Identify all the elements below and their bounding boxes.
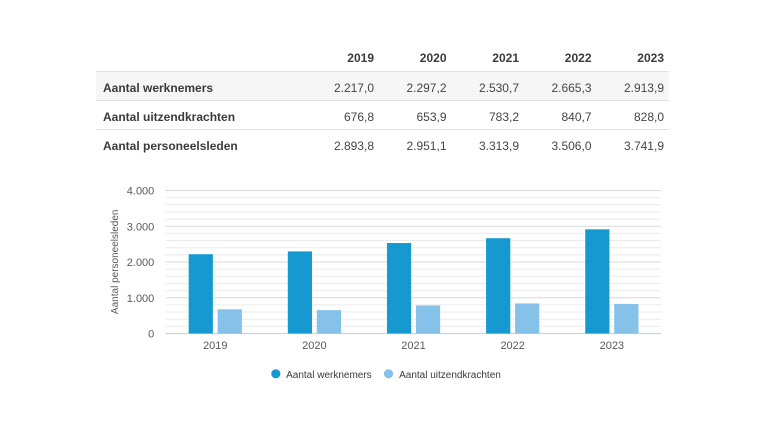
svg-text:2023: 2023 [600, 340, 624, 352]
svg-text:0: 0 [148, 329, 154, 341]
svg-text:1.000: 1.000 [127, 293, 155, 305]
svg-text:2022: 2022 [500, 340, 524, 352]
svg-text:2021: 2021 [401, 340, 425, 352]
svg-text:2019: 2019 [203, 340, 227, 352]
svg-text:Aantal personeelsleden: Aantal personeelsleden [110, 210, 121, 315]
svg-text:3.000: 3.000 [127, 221, 155, 233]
svg-text:4.000: 4.000 [127, 186, 155, 198]
svg-text:2020: 2020 [302, 340, 326, 352]
svg-text:Aantal werknemers: Aantal werknemers [286, 370, 372, 381]
svg-text:2.000: 2.000 [127, 257, 155, 269]
svg-text:Aantal uitzendkrachten: Aantal uitzendkrachten [399, 370, 501, 381]
